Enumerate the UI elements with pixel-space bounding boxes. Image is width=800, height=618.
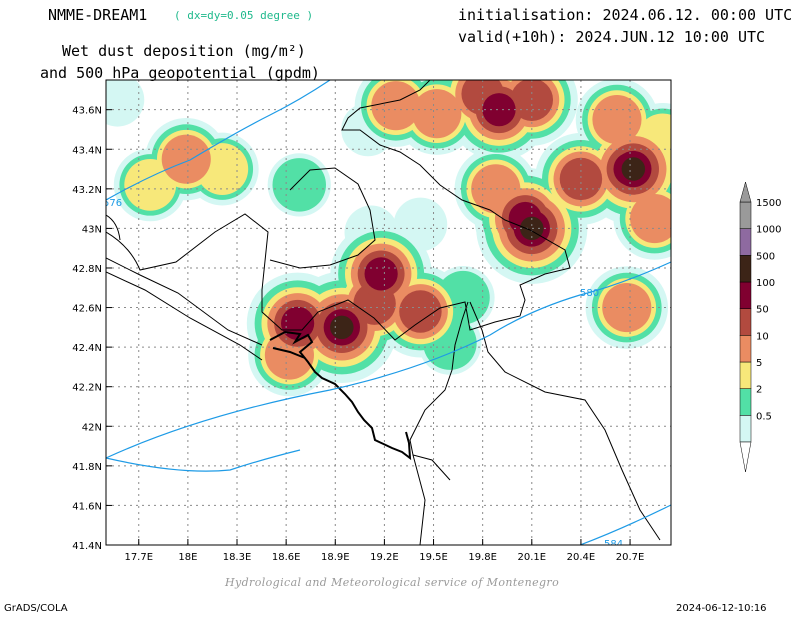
deposition-blob	[482, 93, 516, 127]
legend-label: 0.5	[756, 411, 772, 422]
map-title-line2: and 500 hPa geopotential (gpdm)	[40, 64, 320, 82]
legend-swatch	[739, 281, 752, 309]
deposition-blob	[630, 193, 671, 244]
lat-tick-label: 43N	[82, 224, 102, 235]
latitude-axis: 43.6N 43.4N 43.2N 43N 42.8N 42.6N 42.4N 42.2N 42…	[72, 106, 112, 552]
deposition-blob	[364, 257, 398, 291]
deposition-blob	[592, 95, 642, 145]
longitude-axis: 17.7E 18E 18.3E 18.6E 18.9E 19.2E 19.5E 19.8E 20…	[124, 539, 644, 563]
graticule	[106, 80, 671, 545]
deposition-blob	[330, 315, 354, 340]
legend-swatch	[739, 361, 752, 389]
map-title-line1: Wet dust deposition (mg/m²)	[62, 42, 306, 60]
legend-swatch	[739, 308, 752, 336]
legend-swatch	[739, 335, 752, 363]
lat-tick-label: 42.6N	[72, 304, 102, 315]
lon-tick-label: 19.5E	[419, 552, 448, 563]
coastline	[269, 330, 412, 461]
lon-tick-label: 20.1E	[518, 552, 547, 563]
lon-tick-label: 17.7E	[124, 552, 153, 563]
lat-tick-label: 41.8N	[72, 462, 102, 473]
lat-tick-label: 42.8N	[72, 264, 102, 275]
isoline-label-580: 580	[580, 288, 599, 299]
geopotential-isolines	[106, 80, 671, 545]
lon-tick-label: 18.9E	[321, 552, 350, 563]
deposition-blob	[161, 134, 211, 184]
map-frame	[105, 79, 672, 546]
deposition-blob	[371, 81, 421, 131]
model-name: NMME-DREAM1	[48, 6, 148, 24]
lon-tick-label: 19.2E	[370, 552, 399, 563]
lon-tick-label: 18.6E	[272, 552, 301, 563]
deposition-field	[106, 80, 671, 397]
software-label: GrADS/COLA	[4, 603, 68, 614]
isoline-label-576: 576	[103, 198, 122, 209]
legend-swatch	[739, 388, 752, 416]
color-legend: 0.5 2 5 10 50 100 500 1000 1500	[739, 181, 781, 473]
legend-top-arrow	[739, 181, 752, 203]
credit-text: Hydrological and Meteorological service …	[225, 576, 560, 589]
generation-timestamp: 2024-06-12-10:16	[676, 603, 767, 614]
legend-label: 10	[756, 331, 769, 342]
legend-label: 2	[756, 385, 762, 396]
deposition-blob	[399, 290, 442, 333]
lat-tick-label: 43.6N	[72, 106, 102, 117]
legend-label: 5	[756, 358, 762, 369]
lat-tick-label: 43.4N	[72, 145, 102, 156]
legend-swatch	[739, 415, 752, 443]
legend-swatch	[739, 228, 752, 256]
legend-bottom-arrow	[739, 441, 752, 473]
deposition-blob	[106, 80, 145, 127]
lon-tick-label: 18.3E	[223, 552, 252, 563]
legend-label: 50	[756, 305, 769, 316]
legend-swatch	[739, 201, 752, 229]
deposition-blob	[272, 158, 326, 212]
legend-label: 1500	[756, 198, 781, 209]
lon-tick-label: 20.4E	[567, 552, 596, 563]
country-borders	[106, 80, 661, 545]
legend-swatch	[739, 255, 752, 283]
deposition-blob	[559, 157, 603, 201]
initialisation-time: initialisation: 2024.06.12. 00:00 UTC	[458, 6, 793, 24]
deposition-blob	[412, 89, 462, 139]
legend-label: 100	[756, 278, 775, 289]
lat-tick-label: 42.4N	[72, 343, 102, 354]
deposition-blob	[621, 157, 646, 181]
lon-tick-label: 18E	[178, 552, 197, 563]
lon-tick-label: 20.7E	[616, 552, 645, 563]
grid-resolution: ( dx=dy=0.05 degree )	[174, 9, 314, 22]
lat-tick-label: 42N	[82, 422, 102, 433]
valid-time: valid(+10h): 2024.JUN.12 10:00 UTC	[458, 28, 766, 46]
legend-label: 500	[756, 251, 775, 262]
deposition-blob	[602, 282, 652, 333]
lon-tick-label: 19.8E	[468, 552, 497, 563]
lat-tick-label: 41.4N	[72, 541, 102, 552]
legend-label: 1000	[756, 225, 781, 236]
isoline-label-584: 584	[604, 539, 623, 550]
lat-tick-label: 42.2N	[72, 383, 102, 394]
lat-tick-label: 43.2N	[72, 185, 102, 196]
deposition-blob	[281, 306, 315, 340]
lat-tick-label: 41.6N	[72, 501, 102, 512]
